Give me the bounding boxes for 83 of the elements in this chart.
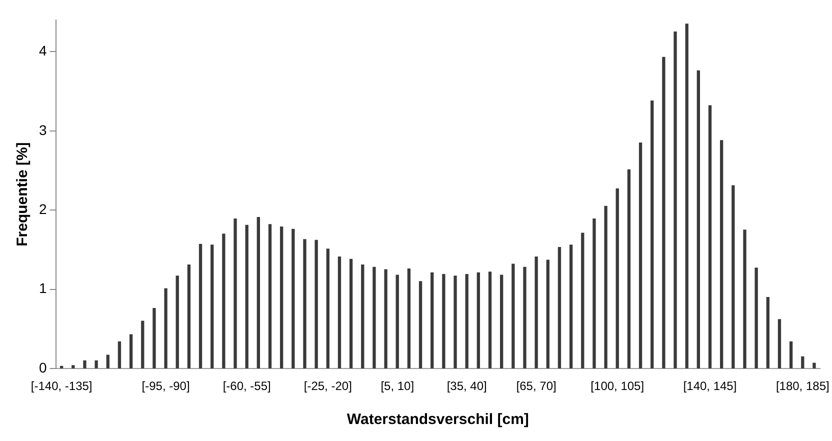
bar <box>604 206 608 368</box>
x-tick-label: [-60, -55] <box>222 379 271 394</box>
bar <box>766 296 770 368</box>
bar <box>268 224 272 368</box>
bar <box>696 70 700 368</box>
x-tick-label: [140, 145] <box>683 379 737 394</box>
bar <box>106 354 110 368</box>
bar <box>523 266 526 368</box>
bar <box>546 260 550 368</box>
bar <box>198 244 202 368</box>
y-tick-label: 1 <box>38 280 47 296</box>
bar <box>256 216 260 368</box>
bar <box>442 274 446 368</box>
bar <box>418 281 422 368</box>
bar <box>812 362 816 368</box>
bar <box>430 272 434 368</box>
bar <box>616 188 619 368</box>
x-tick-label: [-95, -90] <box>142 379 190 394</box>
bar <box>303 239 306 368</box>
bar <box>338 256 342 368</box>
x-tick-label: [35, 40] <box>446 379 487 394</box>
bar <box>407 268 411 368</box>
bar <box>396 274 399 368</box>
bar <box>60 366 64 368</box>
bar <box>234 218 237 368</box>
bar <box>210 244 214 368</box>
bar <box>512 264 515 368</box>
bar <box>743 230 746 368</box>
y-tick-label: 0 <box>38 359 47 376</box>
x-tick-label: [5, 10] <box>380 379 414 394</box>
bar <box>176 276 179 368</box>
bar <box>454 276 457 368</box>
bar <box>187 264 191 368</box>
bar <box>732 185 735 368</box>
bar <box>94 360 98 368</box>
bar <box>662 56 666 368</box>
x-tick-label: [-140, -135] <box>30 379 92 394</box>
x-tick-label: [100, 105] <box>590 379 644 394</box>
x-axis-title: Waterstandsverschil [cm] <box>346 411 529 428</box>
bar <box>222 234 226 368</box>
bar <box>650 100 654 368</box>
bar <box>778 319 782 368</box>
bar <box>685 24 688 368</box>
bar <box>129 334 133 368</box>
bar <box>592 218 596 368</box>
bar <box>245 224 248 368</box>
bar <box>488 272 492 368</box>
bar <box>674 32 677 368</box>
bar <box>708 105 712 368</box>
bar <box>627 169 631 368</box>
bar <box>314 240 318 368</box>
bar <box>789 341 793 368</box>
bar <box>720 140 724 368</box>
bar <box>638 142 642 368</box>
bar <box>581 232 584 368</box>
x-tick-label: [-25, -20] <box>304 379 352 394</box>
bar <box>801 356 804 368</box>
bar <box>292 228 295 368</box>
bar <box>754 268 758 368</box>
bar <box>83 360 86 368</box>
bar <box>118 341 122 368</box>
bar <box>141 320 144 368</box>
y-tick-label: 3 <box>38 122 47 138</box>
bar <box>326 248 330 368</box>
bar <box>361 264 364 368</box>
bar <box>372 266 376 368</box>
y-axis-title: Frequentie [%] <box>14 142 32 246</box>
x-tick-label: [180, 185] <box>776 379 830 394</box>
bar <box>72 365 75 368</box>
bar <box>349 258 353 368</box>
bar <box>152 308 156 368</box>
y-tick-label: 4 <box>38 42 47 59</box>
bar <box>558 247 562 368</box>
bar <box>476 272 480 368</box>
bar <box>534 256 538 368</box>
bar <box>569 244 573 368</box>
bar <box>164 288 168 368</box>
x-tick-label: [65, 70] <box>516 379 556 394</box>
y-tick-label: 2 <box>38 201 47 218</box>
bar <box>280 226 284 368</box>
bar <box>500 274 504 368</box>
bar <box>384 269 388 368</box>
bar <box>465 274 468 368</box>
